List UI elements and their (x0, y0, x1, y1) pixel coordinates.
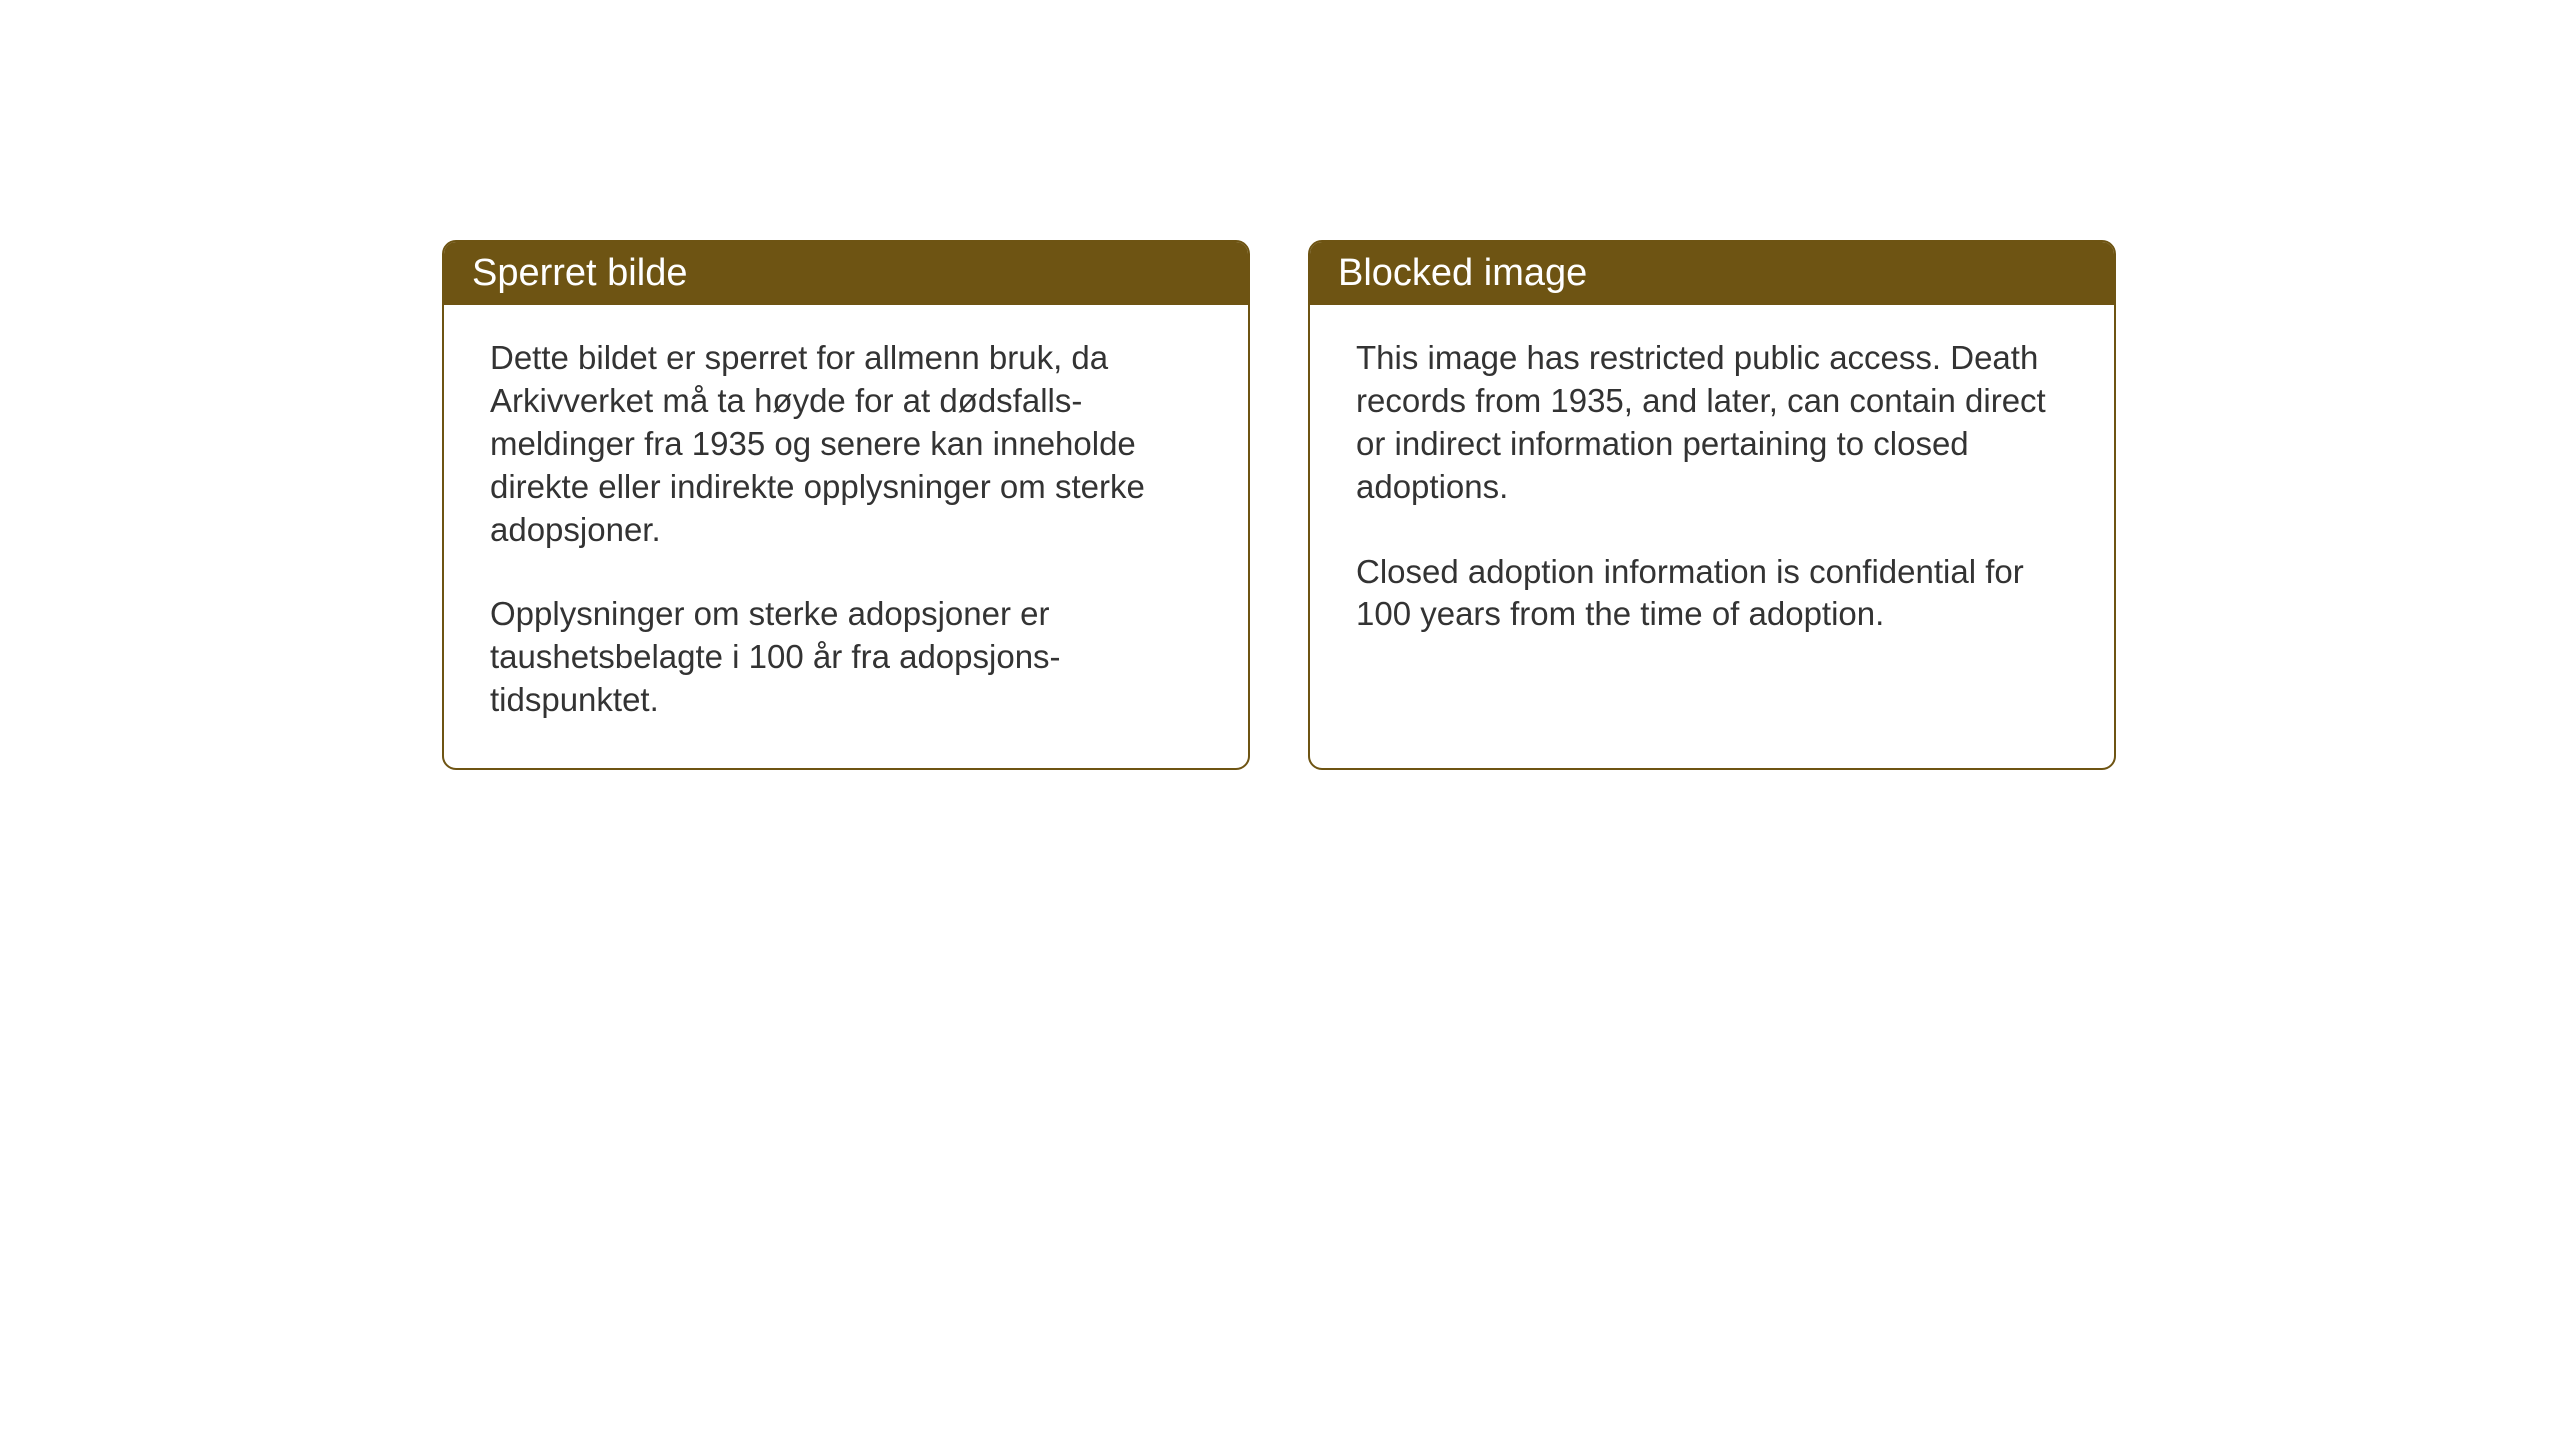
notice-paragraph-2-norwegian: Opplysninger om sterke adopsjoner er tau… (490, 593, 1202, 722)
notice-container: Sperret bilde Dette bildet er sperret fo… (442, 240, 2116, 770)
notice-title-english: Blocked image (1338, 252, 1587, 294)
notice-header-norwegian: Sperret bilde (444, 242, 1248, 305)
notice-title-norwegian: Sperret bilde (472, 252, 687, 294)
notice-body-norwegian: Dette bildet er sperret for allmenn bruk… (444, 305, 1248, 768)
notice-card-english: Blocked image This image has restricted … (1308, 240, 2116, 770)
notice-card-norwegian: Sperret bilde Dette bildet er sperret fo… (442, 240, 1250, 770)
notice-header-english: Blocked image (1310, 242, 2114, 305)
notice-paragraph-2-english: Closed adoption information is confident… (1356, 551, 2068, 637)
notice-paragraph-1-norwegian: Dette bildet er sperret for allmenn bruk… (490, 337, 1202, 551)
notice-paragraph-1-english: This image has restricted public access.… (1356, 337, 2068, 509)
notice-body-english: This image has restricted public access.… (1310, 305, 2114, 682)
